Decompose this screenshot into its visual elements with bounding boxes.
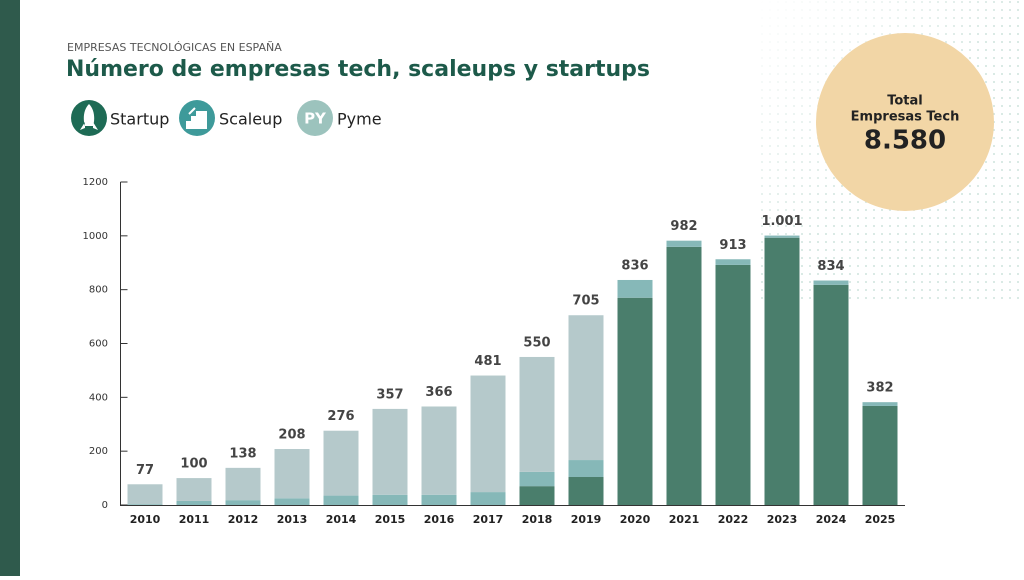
side-strip	[0, 0, 20, 576]
bar-segment	[372, 408, 408, 495]
total-label: 550	[523, 335, 550, 350]
legend: PY Startup Scaleup Pyme	[71, 100, 382, 136]
total-label: Empresas Tech	[851, 110, 960, 125]
legend-label: Startup	[110, 110, 169, 129]
bar-segment	[421, 406, 457, 495]
total-label: 77	[136, 463, 154, 478]
subtitle: EMPRESAS TECNOLÓGICAS EN ESPAÑA	[67, 41, 282, 54]
bar-segment	[666, 240, 702, 247]
x-tick-label: 2016	[424, 513, 455, 526]
bar-segment	[519, 471, 555, 487]
total-label: 982	[670, 219, 697, 234]
x-tick-label: 2025	[865, 513, 896, 526]
bar-segment	[372, 494, 408, 505]
bar-segment	[176, 478, 212, 501]
x-tick-label: 2021	[669, 513, 700, 526]
y-tick-label: 800	[89, 285, 108, 296]
total-label: 276	[327, 409, 354, 424]
x-tick-label: 2018	[522, 513, 553, 526]
bar-segment	[225, 500, 261, 505]
total-label: Total	[887, 94, 923, 109]
bar-segment	[127, 484, 163, 505]
x-tick-label: 2022	[718, 513, 749, 526]
x-tick-label: 2023	[767, 513, 798, 526]
total-label: 913	[719, 238, 746, 253]
total-circle	[816, 33, 994, 211]
y-tick-label: 1200	[83, 177, 108, 188]
rocket-icon	[80, 104, 98, 130]
y-tick-label: 1000	[83, 231, 108, 242]
y-tick-label: 200	[89, 446, 108, 457]
legend-icon-text: PY	[304, 110, 327, 128]
bar-segment	[323, 430, 359, 496]
bar-segment	[323, 495, 359, 505]
bar-segment	[568, 477, 604, 505]
y-tick-label: 0	[102, 500, 108, 511]
y-tick-label: 400	[89, 392, 108, 403]
total-label: 382	[866, 381, 893, 396]
total-label: 834	[817, 259, 844, 274]
total-label: 208	[278, 428, 305, 443]
bar-segment	[862, 405, 898, 505]
bar-segment	[813, 280, 849, 285]
bar-segment	[274, 498, 310, 505]
bar-segment	[568, 460, 604, 478]
bar-segment	[813, 284, 849, 505]
total-label: 366	[425, 385, 452, 400]
bar-segment	[617, 297, 653, 505]
total-label: 705	[572, 294, 599, 309]
x-tick-label: 2015	[375, 513, 406, 526]
x-tick-label: 2011	[179, 513, 210, 526]
y-tick-label: 600	[89, 339, 108, 350]
x-tick-label: 2013	[277, 513, 308, 526]
total-value: 8.580	[864, 126, 946, 156]
bar-segment	[519, 486, 555, 505]
x-tick-label: 2019	[571, 513, 602, 526]
x-tick-label: 2014	[326, 513, 357, 526]
chart-title: Número de empresas tech, scaleups y star…	[66, 57, 650, 82]
legend-label: Pyme	[337, 110, 382, 129]
bar-segment	[715, 259, 751, 265]
bar-segment	[470, 492, 506, 505]
legend-label: Scaleup	[219, 110, 282, 129]
x-tick-label: 2020	[620, 513, 651, 526]
total-label: 100	[180, 457, 207, 472]
bar-segment	[568, 315, 604, 461]
x-tick-label: 2010	[130, 513, 161, 526]
total-label: 138	[229, 446, 256, 461]
legend-icon	[297, 100, 333, 136]
bar-segment	[764, 235, 800, 238]
bar-segment	[519, 356, 555, 472]
x-tick-label: 2024	[816, 513, 847, 526]
bar-segment	[862, 402, 898, 406]
bar-segment	[127, 504, 163, 505]
total-label: 357	[376, 387, 403, 402]
total-label: 481	[474, 354, 501, 369]
total-label: 836	[621, 258, 648, 273]
x-tick-label: 2012	[228, 513, 259, 526]
bar-segment	[617, 279, 653, 298]
bar-segment	[176, 500, 212, 505]
bar-segment	[470, 375, 506, 493]
x-tick-label: 2017	[473, 513, 504, 526]
total-label: 1.001	[761, 214, 802, 229]
bar-segment	[764, 237, 800, 505]
bar-segment	[274, 449, 310, 499]
bar-segment	[715, 264, 751, 505]
bar-segment	[421, 494, 457, 505]
bar-segment	[666, 246, 702, 505]
bar-segment	[225, 467, 261, 501]
stairs-icon	[186, 107, 207, 129]
